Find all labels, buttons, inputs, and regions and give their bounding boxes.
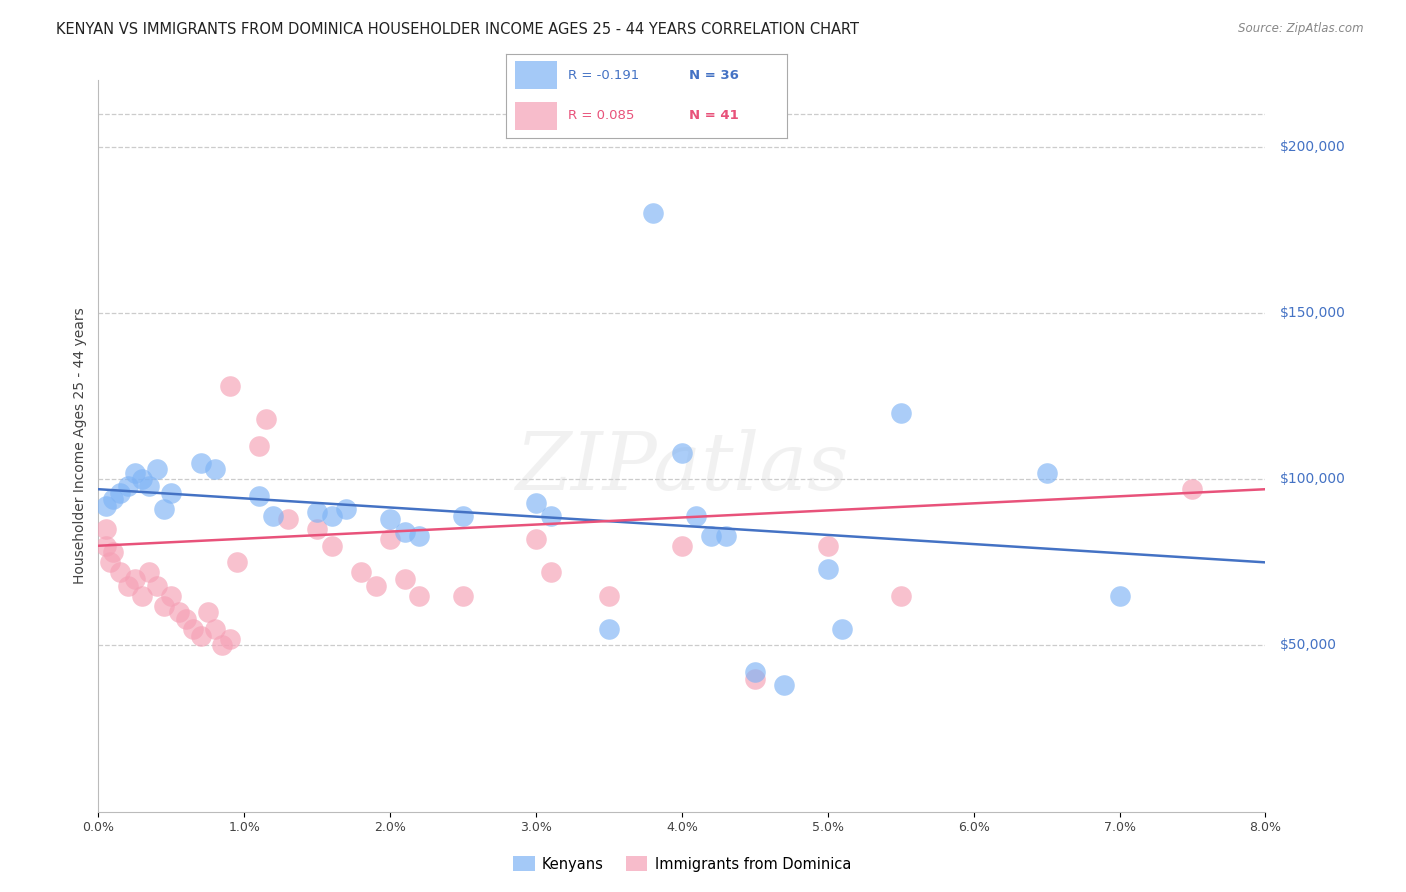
- Point: [641, 206, 664, 220]
- Point: [247, 439, 270, 453]
- Point: [408, 529, 430, 543]
- Point: [817, 562, 839, 576]
- Text: $200,000: $200,000: [1279, 140, 1346, 153]
- Point: [98, 555, 121, 569]
- Point: [226, 555, 249, 569]
- Point: [262, 508, 284, 523]
- Point: [218, 379, 240, 393]
- Point: [247, 489, 270, 503]
- Text: $50,000: $50,000: [1279, 639, 1337, 652]
- Point: [307, 522, 329, 536]
- Point: [197, 605, 219, 619]
- Point: [254, 412, 277, 426]
- Point: [524, 532, 547, 546]
- Point: [671, 445, 693, 459]
- Point: [817, 539, 839, 553]
- Point: [685, 508, 707, 523]
- Point: [174, 612, 197, 626]
- Point: [598, 589, 620, 603]
- Point: [94, 499, 117, 513]
- Point: [451, 508, 474, 523]
- Text: N = 36: N = 36: [689, 69, 738, 82]
- Point: [1108, 589, 1130, 603]
- Point: [524, 495, 547, 509]
- Point: [190, 628, 212, 642]
- Point: [153, 502, 176, 516]
- Point: [204, 462, 226, 476]
- Point: [394, 572, 416, 586]
- Point: [160, 589, 183, 603]
- Point: [181, 622, 204, 636]
- Point: [204, 622, 226, 636]
- Point: [110, 485, 132, 500]
- Point: [160, 485, 183, 500]
- Point: [124, 572, 146, 586]
- Point: [101, 492, 124, 507]
- Point: [138, 566, 160, 580]
- Text: N = 41: N = 41: [689, 110, 738, 122]
- Point: [117, 579, 139, 593]
- Point: [131, 589, 153, 603]
- Point: [378, 512, 402, 526]
- Point: [146, 579, 169, 593]
- Point: [540, 566, 562, 580]
- Point: [831, 622, 853, 636]
- Point: [124, 466, 146, 480]
- Point: [321, 508, 343, 523]
- Point: [744, 665, 766, 679]
- Point: [131, 472, 153, 486]
- Point: [700, 529, 723, 543]
- Point: [110, 566, 132, 580]
- Point: [1181, 482, 1204, 496]
- Point: [714, 529, 737, 543]
- Point: [335, 502, 357, 516]
- Point: [307, 506, 329, 520]
- Legend: Kenyans, Immigrants from Dominica: Kenyans, Immigrants from Dominica: [506, 850, 858, 878]
- Bar: [515, 62, 557, 89]
- Text: ZIPatlas: ZIPatlas: [515, 429, 849, 507]
- Point: [773, 678, 796, 692]
- Point: [117, 479, 139, 493]
- Text: $100,000: $100,000: [1279, 472, 1346, 486]
- Point: [101, 545, 124, 559]
- Point: [890, 406, 912, 420]
- Point: [1035, 466, 1057, 480]
- Point: [364, 579, 387, 593]
- Point: [451, 589, 474, 603]
- Point: [350, 566, 373, 580]
- Point: [218, 632, 240, 646]
- Point: [540, 508, 562, 523]
- Y-axis label: Householder Income Ages 25 - 44 years: Householder Income Ages 25 - 44 years: [73, 308, 87, 584]
- Point: [321, 539, 343, 553]
- Point: [153, 599, 176, 613]
- Bar: [515, 102, 557, 130]
- Point: [211, 639, 233, 653]
- Point: [671, 539, 693, 553]
- Point: [94, 539, 117, 553]
- Point: [277, 512, 299, 526]
- Text: Source: ZipAtlas.com: Source: ZipAtlas.com: [1239, 22, 1364, 36]
- Text: $150,000: $150,000: [1279, 306, 1346, 320]
- Point: [408, 589, 430, 603]
- Point: [94, 522, 117, 536]
- Point: [167, 605, 190, 619]
- Text: R = -0.191: R = -0.191: [568, 69, 640, 82]
- Point: [890, 589, 912, 603]
- Text: KENYAN VS IMMIGRANTS FROM DOMINICA HOUSEHOLDER INCOME AGES 25 - 44 YEARS CORRELA: KENYAN VS IMMIGRANTS FROM DOMINICA HOUSE…: [56, 22, 859, 37]
- Point: [190, 456, 212, 470]
- Point: [598, 622, 620, 636]
- Point: [378, 532, 402, 546]
- Point: [146, 462, 169, 476]
- Text: R = 0.085: R = 0.085: [568, 110, 634, 122]
- Point: [138, 479, 160, 493]
- Point: [744, 672, 766, 686]
- Point: [394, 525, 416, 540]
